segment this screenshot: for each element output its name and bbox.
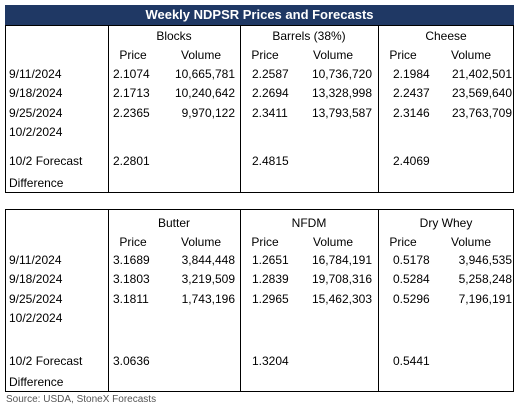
volume-cell: 9,970,122	[181, 106, 235, 120]
column-divider	[108, 25, 109, 193]
price-cell: 3.1689	[113, 253, 150, 267]
table-border	[5, 25, 514, 193]
row-label: 9/18/2024	[9, 86, 63, 100]
sub-header: Volume	[180, 235, 222, 249]
difference-label: Difference	[9, 375, 64, 389]
volume-cell: 7,196,191	[458, 292, 512, 306]
volume-cell: 10,736,720	[311, 67, 372, 81]
volume-cell: 23,569,640	[451, 86, 512, 100]
group-header: NFDM	[291, 216, 327, 230]
row-label: 9/25/2024	[9, 106, 63, 120]
price-cell: 2.2437	[393, 86, 430, 100]
price-cell: 2.2694	[252, 86, 289, 100]
sub-header: Volume	[450, 235, 492, 249]
group-header: Blocks	[156, 29, 192, 43]
group-header: Cheese	[425, 29, 467, 43]
volume-cell: 16,784,191	[311, 253, 372, 267]
price-cell: 1.2839	[252, 272, 289, 286]
volume-cell: 13,328,998	[311, 86, 372, 100]
sub-header: Volume	[180, 48, 222, 62]
sub-header: Price	[251, 48, 279, 62]
sub-header: Price	[251, 235, 279, 249]
price-cell: 2.1713	[113, 86, 150, 100]
price-cell: 0.5178	[393, 253, 430, 267]
forecast-label: 10/2 Forecast	[9, 154, 83, 168]
group-header: Dry Whey	[419, 216, 473, 230]
group-header: Butter	[157, 216, 190, 230]
volume-cell: 19,708,316	[311, 272, 372, 286]
row-label: 10/2/2024	[9, 311, 63, 325]
sub-header: Price	[119, 235, 147, 249]
volume-cell: 21,402,501	[451, 67, 512, 81]
row-label: 9/18/2024	[9, 272, 63, 286]
volume-cell: 13,793,587	[311, 106, 372, 120]
volume-cell: 3,946,535	[458, 253, 512, 267]
price-cell: 2.3411	[252, 106, 288, 120]
row-label: 9/25/2024	[9, 292, 63, 306]
price-cell: 2.3146	[393, 106, 430, 120]
column-divider	[108, 209, 109, 392]
forecast-value: 2.4069	[393, 154, 430, 168]
row-label: 10/2/2024	[9, 125, 63, 139]
price-cell: 3.1803	[113, 272, 150, 286]
column-divider	[240, 209, 241, 392]
forecast-value: 0.5441	[393, 354, 430, 368]
column-divider	[378, 209, 379, 392]
column-divider	[378, 25, 379, 193]
forecast-value: 1.3204	[252, 354, 289, 368]
sub-header: Volume	[450, 48, 492, 62]
price-cell: 2.1074	[113, 67, 150, 81]
table-border	[5, 209, 514, 392]
sub-header: Price	[119, 48, 147, 62]
sub-header: Volume	[312, 48, 354, 62]
sub-header: Volume	[312, 235, 354, 249]
source-note: Source: USDA, StoneX Forecasts	[6, 394, 157, 405]
price-cell: 2.1984	[393, 67, 430, 81]
volume-cell: 1,743,196	[181, 292, 235, 306]
volume-cell: 15,462,303	[311, 292, 372, 306]
volume-cell: 10,665,781	[174, 67, 235, 81]
row-label: 9/11/2024	[9, 253, 62, 267]
column-divider	[240, 25, 241, 193]
sub-header: Price	[389, 48, 417, 62]
difference-label: Difference	[9, 176, 64, 190]
group-header: Barrels (38%)	[272, 29, 346, 43]
volume-cell: 3,219,509	[181, 272, 235, 286]
volume-cell: 3,844,448	[181, 253, 235, 267]
price-cell: 3.1811	[113, 292, 149, 306]
volume-cell: 23,763,709	[451, 106, 512, 120]
forecast-value: 2.2801	[113, 154, 150, 168]
forecast-value: 2.4815	[252, 154, 289, 168]
forecast-label: 10/2 Forecast	[9, 354, 83, 368]
sub-header: Price	[389, 235, 417, 249]
price-cell: 1.2965	[252, 292, 289, 306]
forecast-value: 3.0636	[113, 354, 150, 368]
price-cell: 2.2587	[252, 67, 289, 81]
row-label: 9/11/2024	[9, 67, 62, 81]
price-cell: 0.5284	[393, 272, 430, 286]
price-cell: 2.2365	[113, 106, 150, 120]
volume-cell: 10,240,642	[174, 86, 235, 100]
title: Weekly NDPSR Prices and Forecasts	[5, 5, 514, 25]
price-cell: 1.2651	[252, 253, 289, 267]
price-cell: 0.5296	[393, 292, 430, 306]
volume-cell: 5,258,248	[458, 272, 512, 286]
